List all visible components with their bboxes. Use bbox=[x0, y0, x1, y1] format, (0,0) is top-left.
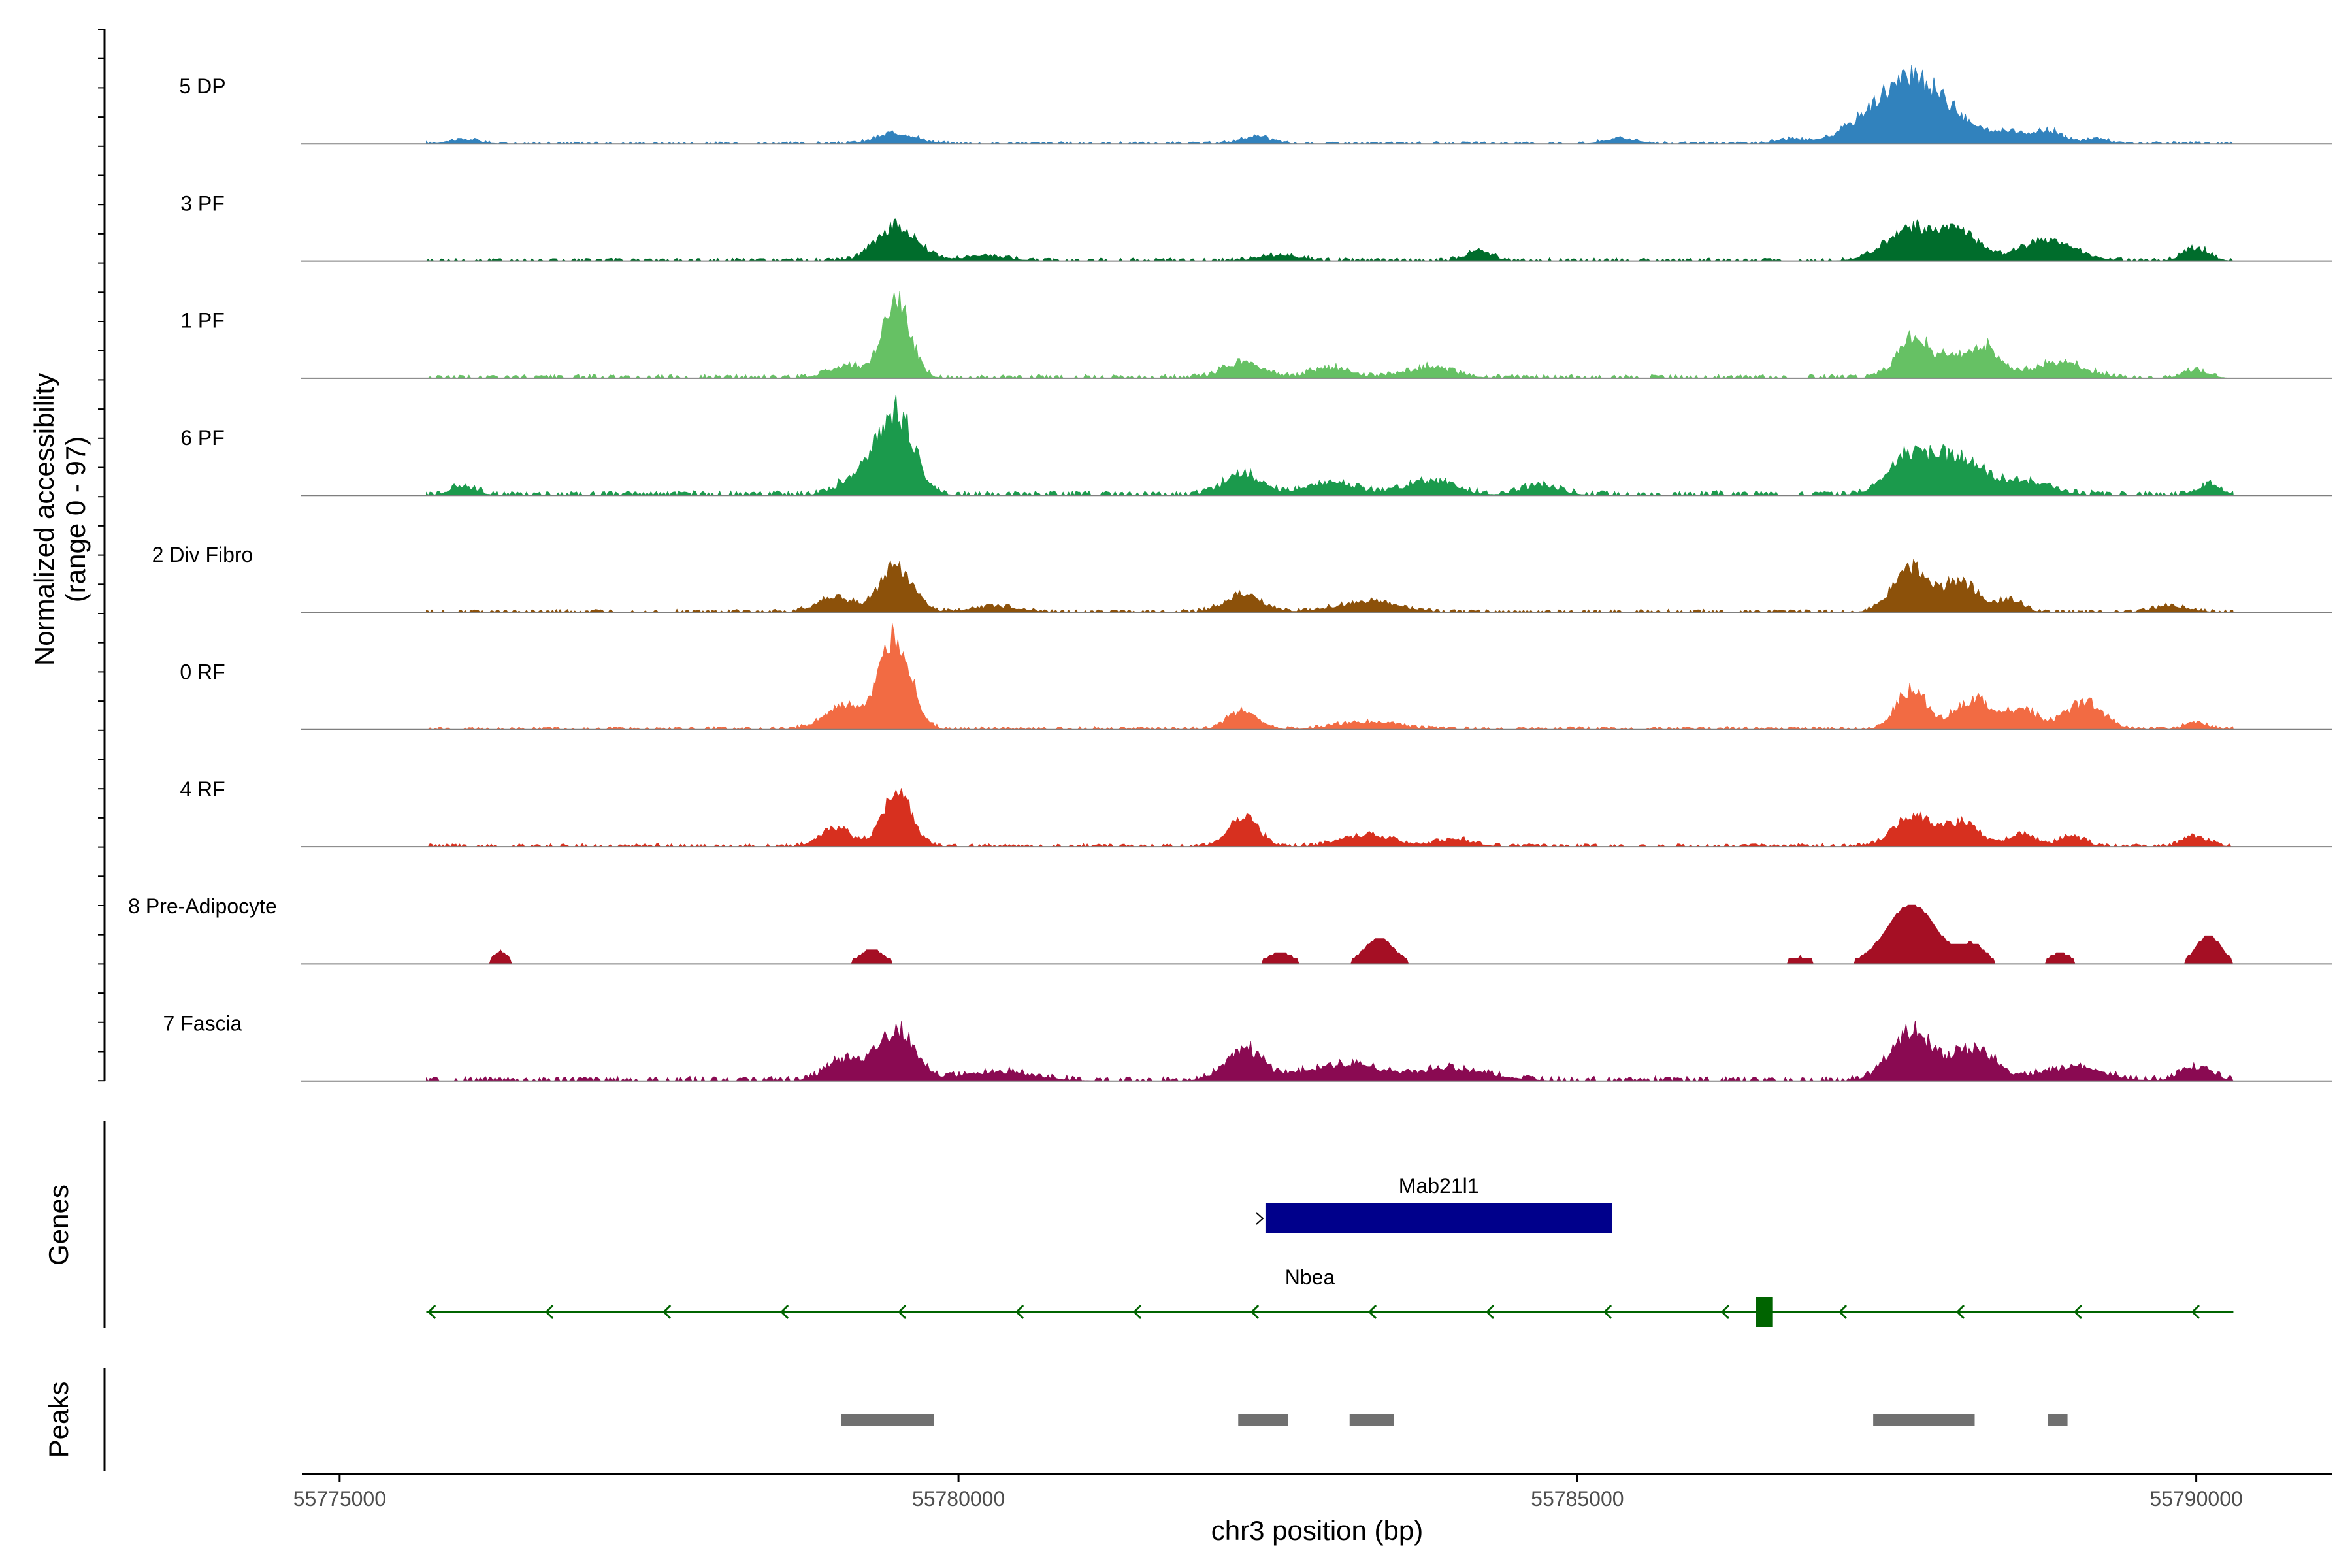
strand-arrow bbox=[1955, 1304, 1965, 1320]
strand-arrow bbox=[1015, 1304, 1024, 1320]
strand-arrow bbox=[2191, 1304, 2200, 1320]
track-0-rf: 0 RF bbox=[180, 623, 2332, 730]
track-7-fascia: 7 Fascia bbox=[163, 1011, 2332, 1082]
coverage-area bbox=[426, 64, 2234, 145]
track-label: 6 PF bbox=[180, 426, 225, 449]
peak-region bbox=[1238, 1414, 1288, 1426]
strand-arrow bbox=[1838, 1304, 1848, 1320]
x-axis: 55775000 55780000 55785000 55790000 bbox=[293, 1473, 2332, 1511]
track-3-pf: 3 PF bbox=[180, 191, 2332, 262]
gene-label-mab21l1: Mab21l1 bbox=[1399, 1174, 1479, 1198]
peak-region bbox=[841, 1414, 934, 1426]
peaks-panel: Peaks bbox=[43, 1368, 2068, 1471]
gene-mab21l1-body bbox=[1265, 1203, 1612, 1233]
x-tick-label: 55790000 bbox=[2149, 1487, 2242, 1511]
track-5-dp: 5 DP bbox=[179, 64, 2332, 145]
track-label: 8 Pre-Adipocyte bbox=[128, 894, 277, 918]
track-4-rf: 4 RF bbox=[180, 777, 2332, 848]
strand-arrow bbox=[1485, 1304, 1495, 1320]
strand-arrow bbox=[1367, 1304, 1377, 1320]
strand-arrow bbox=[1256, 1212, 1264, 1225]
gene-label-nbea: Nbea bbox=[1285, 1266, 1335, 1289]
track-label: 1 PF bbox=[180, 309, 225, 333]
x-axis-title: chr3 position (bp) bbox=[1211, 1515, 1424, 1546]
strand-arrow bbox=[898, 1304, 907, 1320]
track-label: 2 Div Fibro bbox=[152, 543, 253, 566]
x-tick-label: 55775000 bbox=[293, 1487, 386, 1511]
coverage-tracks: 5 DP 3 PF 1 PF 6 PF 2 Div Fibro 0 RF 4 RF 8 Pre… bbox=[128, 64, 2332, 1082]
track-label: 0 RF bbox=[180, 661, 225, 684]
track-8-pre-adipocyte: 8 Pre-Adipocyte bbox=[128, 894, 2332, 965]
y-axis-title-line2: (range 0 - 97) bbox=[60, 436, 91, 602]
strand-arrow bbox=[662, 1304, 672, 1320]
peak-region bbox=[1873, 1414, 1975, 1426]
strand-arrow bbox=[1720, 1304, 1730, 1320]
x-tick-label: 55785000 bbox=[1531, 1487, 1624, 1511]
genes-panel: Genes Mab21l1 Nbea bbox=[43, 1121, 2234, 1328]
track-label: 5 DP bbox=[179, 74, 225, 98]
track-label: 3 PF bbox=[180, 191, 225, 215]
track-1-pf: 1 PF bbox=[180, 291, 2332, 380]
y-axis-title-line1: Normalized accessibility bbox=[29, 373, 59, 666]
gene-nbea-exon bbox=[1756, 1297, 1773, 1327]
track-6-pf: 6 PF bbox=[180, 394, 2332, 497]
peak-region bbox=[1349, 1414, 1394, 1426]
peak-region bbox=[2048, 1414, 2068, 1426]
x-tick-label: 55780000 bbox=[912, 1487, 1005, 1511]
coverage-y-axis bbox=[98, 29, 106, 1082]
strand-arrow bbox=[780, 1304, 789, 1320]
track-label: 4 RF bbox=[180, 777, 225, 801]
coverage-area bbox=[426, 291, 2234, 380]
genes-axis-title: Genes bbox=[43, 1184, 74, 1266]
track-2-div-fibro: 2 Div Fibro bbox=[152, 543, 2332, 613]
coverage-area bbox=[426, 1021, 2234, 1082]
strand-arrow bbox=[2073, 1304, 2083, 1320]
track-label: 7 Fascia bbox=[163, 1011, 242, 1035]
strand-arrow bbox=[1603, 1304, 1612, 1320]
strand-arrow bbox=[427, 1304, 436, 1320]
strand-arrow bbox=[1250, 1304, 1260, 1320]
strand-arrow bbox=[545, 1304, 554, 1320]
strand-arrow bbox=[1132, 1304, 1142, 1320]
peaks-axis-title: Peaks bbox=[43, 1382, 74, 1458]
